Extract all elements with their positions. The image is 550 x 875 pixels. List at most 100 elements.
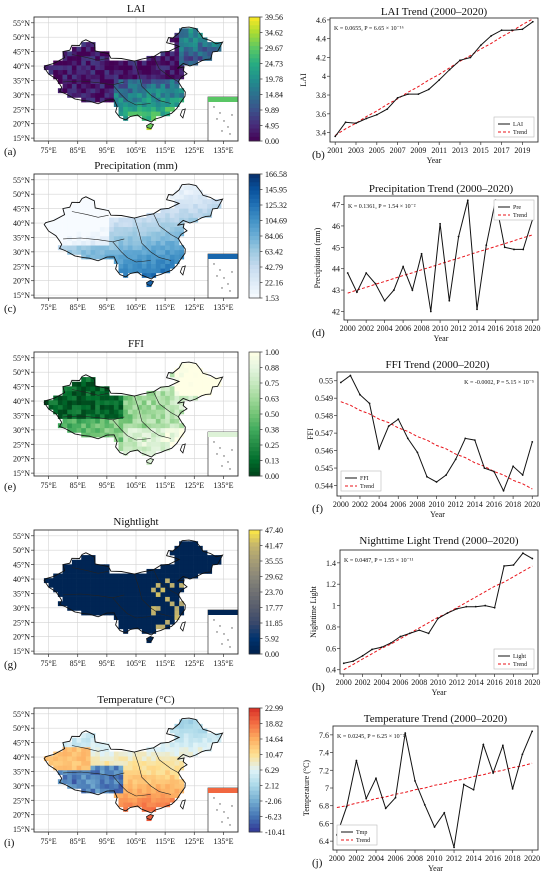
data-point: [501, 744, 504, 747]
map-cell: [137, 578, 143, 584]
colorbar-segment: [249, 720, 260, 725]
chart-title: FFI Trend (2000–2020): [386, 359, 490, 371]
map-cell: [118, 259, 124, 264]
map-cell: [183, 386, 189, 392]
y-tick-label: 7.4: [319, 749, 329, 758]
map-cell: [155, 55, 161, 61]
trend-line: [340, 401, 533, 490]
map-cell: [146, 259, 152, 264]
map-cell: [123, 418, 129, 424]
y-tick-label: 4.2: [316, 53, 326, 62]
map-cell: [76, 756, 82, 762]
map-cell: [188, 550, 194, 556]
y-axis-label: FFI: [306, 428, 315, 440]
map-cell: [109, 774, 115, 780]
map-cell: [57, 756, 63, 762]
map-cell: [132, 245, 138, 251]
colorbar-segment: [249, 380, 260, 386]
map-cell: [151, 596, 157, 602]
stats-annotation: K = 0.0487, P = 1.55 × 10⁻¹¹: [344, 558, 414, 564]
map-cell: [127, 797, 133, 803]
map-cell: [179, 733, 185, 739]
map-cell: [95, 742, 101, 748]
legend-label: Trend: [356, 838, 370, 844]
map-cell: [71, 564, 77, 570]
trend-line: [347, 234, 533, 294]
map-cell: [85, 409, 91, 415]
colorbar-segment: [249, 815, 260, 820]
data-point: [531, 440, 534, 443]
map-cell: [141, 797, 147, 803]
map-cell: [151, 74, 157, 80]
map-cell: [165, 400, 171, 406]
colorbar-segment: [249, 633, 260, 638]
map-cell: [155, 83, 161, 89]
map-cell: [85, 381, 91, 387]
colorbar-segment: [249, 223, 260, 229]
map-cell: [193, 372, 199, 378]
map-cell: [127, 222, 133, 228]
inset-island: [229, 646, 231, 648]
map-cell: [146, 624, 152, 630]
map-cell: [174, 74, 180, 80]
map-cell: [188, 381, 194, 387]
map-cell: [155, 605, 161, 611]
map-cell: [160, 409, 166, 415]
map-cell: [179, 559, 185, 565]
map-cell: [137, 240, 143, 246]
map-cell: [165, 582, 171, 588]
map-cell: [62, 587, 68, 593]
map-cell: [169, 793, 175, 798]
map-cell: [165, 610, 171, 616]
colorbar-segment: [249, 803, 260, 808]
colorbar-segment: [249, 236, 260, 241]
map-cell: [151, 236, 157, 241]
chart-title: Nighttime Light Trend (2000–2020): [359, 535, 519, 547]
map-cell: [132, 423, 138, 429]
map-cell: [146, 615, 152, 620]
map-cell: [216, 199, 222, 205]
x-tick-label: 2000: [336, 678, 352, 687]
map-cell: [160, 779, 166, 785]
colorbar-segment: [249, 405, 260, 411]
map-island: [146, 635, 155, 643]
map-cell: [137, 573, 143, 579]
map-cell: [127, 427, 133, 433]
colorbar-segment: [249, 273, 260, 278]
y-tick-label: 7.6: [319, 731, 329, 740]
x-tick-label: 2018: [505, 678, 521, 687]
map-cell: [146, 802, 152, 808]
map-cell: [188, 555, 194, 561]
map-cell: [179, 568, 185, 574]
map-cell: [109, 222, 115, 228]
map-cell: [71, 69, 77, 75]
map-cell: [137, 268, 143, 274]
map-cell: [76, 381, 82, 387]
y-tick-label: 47: [332, 201, 340, 210]
data-point: [448, 299, 451, 302]
map-cell: [132, 418, 138, 424]
map-cell: [127, 217, 133, 223]
map-cell: [90, 573, 96, 579]
map-cell: [57, 592, 63, 597]
map-cell: [95, 427, 101, 433]
map-cell: [151, 102, 157, 107]
data-point: [423, 803, 426, 806]
map-cell: [43, 400, 49, 406]
map-cell: [193, 60, 199, 66]
map-cell: [165, 97, 171, 103]
map-cell: [104, 601, 110, 607]
x-tick-label: 2014: [469, 324, 485, 333]
map-cell: [109, 601, 115, 607]
map-cell: [95, 88, 101, 94]
map-cell: [155, 226, 161, 232]
y-tick-label: 7: [325, 784, 329, 793]
map-cell: [137, 60, 143, 66]
x-tick-label: 2012: [446, 854, 462, 863]
map-cell: [90, 74, 96, 80]
map-cell: [174, 199, 180, 205]
map-cell: [146, 268, 152, 274]
data-point: [522, 248, 525, 251]
map-cell: [127, 409, 133, 415]
map-cell: [127, 765, 133, 771]
